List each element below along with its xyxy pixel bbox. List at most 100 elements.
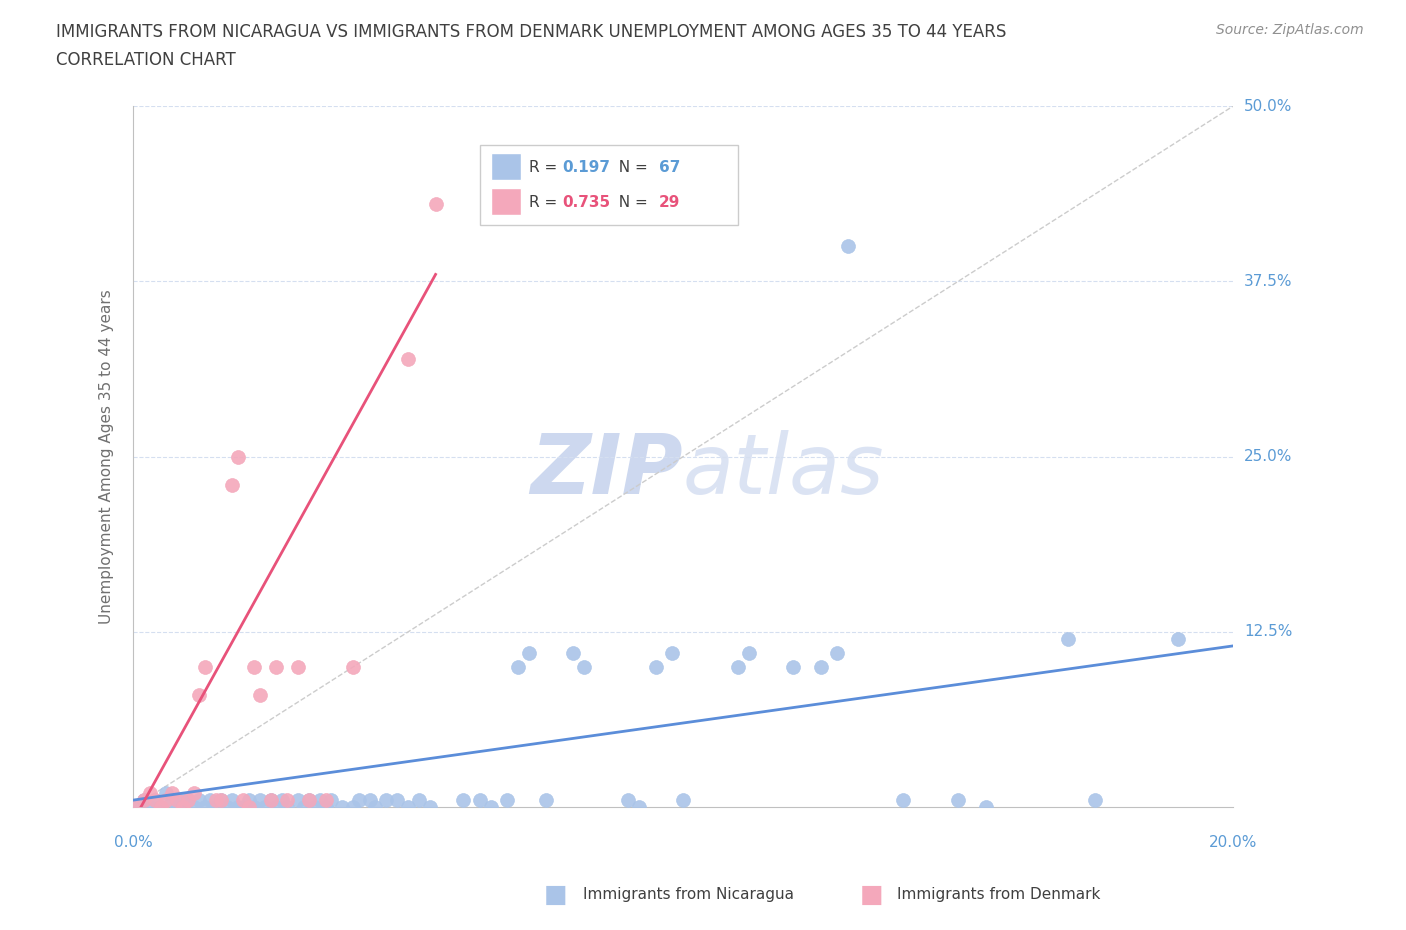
Point: [1084, 792, 1107, 807]
Point: [232, 800, 254, 815]
Text: Source: ZipAtlas.com: Source: ZipAtlas.com: [1216, 23, 1364, 37]
Point: [138, 786, 160, 801]
Point: [221, 792, 243, 807]
Point: [264, 800, 287, 815]
Text: IMMIGRANTS FROM NICARAGUA VS IMMIGRANTS FROM DENMARK UNEMPLOYMENT AMONG AGES 35 : IMMIGRANTS FROM NICARAGUA VS IMMIGRANTS …: [56, 23, 1007, 41]
Point: [644, 659, 666, 674]
Point: [188, 687, 211, 702]
Point: [385, 792, 408, 807]
Point: [562, 645, 585, 660]
Point: [628, 800, 651, 815]
Point: [122, 800, 145, 815]
Text: 50.0%: 50.0%: [1244, 99, 1292, 113]
Point: [238, 800, 260, 815]
Text: CORRELATION CHART: CORRELATION CHART: [56, 51, 236, 69]
Point: [974, 800, 997, 815]
Point: [132, 792, 155, 807]
Point: [160, 786, 183, 801]
Point: [825, 645, 848, 660]
Point: [408, 792, 430, 807]
Point: [396, 800, 419, 815]
Point: [468, 792, 491, 807]
Point: [946, 792, 969, 807]
Point: [276, 800, 298, 815]
Point: [342, 800, 364, 815]
Text: R =: R =: [529, 160, 562, 176]
Point: [249, 792, 271, 807]
Point: [738, 645, 761, 660]
Point: [194, 659, 217, 674]
Point: [451, 792, 474, 807]
Point: [359, 792, 381, 807]
Point: [155, 786, 177, 801]
FancyBboxPatch shape: [479, 145, 738, 225]
Point: [419, 800, 441, 815]
Point: [155, 792, 177, 807]
Point: [810, 659, 832, 674]
Point: [215, 800, 238, 815]
Point: [270, 792, 292, 807]
Point: [166, 800, 188, 815]
Y-axis label: Unemployment Among Ages 35 to 44 years: Unemployment Among Ages 35 to 44 years: [100, 289, 114, 624]
Point: [243, 800, 266, 815]
Point: [183, 800, 205, 815]
Text: 29: 29: [659, 194, 681, 210]
Point: [259, 792, 281, 807]
Point: [188, 792, 211, 807]
Point: [375, 792, 398, 807]
Point: [298, 792, 321, 807]
Point: [132, 792, 155, 807]
Point: [194, 800, 217, 815]
Point: [226, 800, 249, 815]
Point: [837, 239, 859, 254]
Point: [276, 792, 298, 807]
Point: [149, 800, 172, 815]
Point: [143, 792, 166, 807]
Point: [506, 659, 529, 674]
Point: [292, 800, 315, 815]
Point: [172, 800, 194, 815]
Text: 0.0%: 0.0%: [114, 835, 152, 850]
Point: [166, 792, 188, 807]
Text: 37.5%: 37.5%: [1244, 274, 1292, 289]
Point: [425, 197, 447, 212]
Point: [347, 792, 370, 807]
Text: R =: R =: [529, 194, 562, 210]
Point: [143, 792, 166, 807]
Point: [309, 792, 332, 807]
Point: [319, 792, 342, 807]
Text: 12.5%: 12.5%: [1244, 624, 1292, 640]
Point: [149, 800, 172, 815]
Text: 25.0%: 25.0%: [1244, 449, 1292, 464]
Point: [204, 800, 226, 815]
Point: [661, 645, 683, 660]
Point: [177, 792, 200, 807]
Text: atlas: atlas: [683, 431, 884, 512]
Point: [221, 477, 243, 492]
Point: [534, 792, 557, 807]
Text: ZIP: ZIP: [530, 431, 683, 512]
Point: [238, 792, 260, 807]
Point: [122, 800, 145, 815]
Point: [1167, 631, 1189, 646]
Point: [264, 659, 287, 674]
Point: [183, 786, 205, 801]
Text: 67: 67: [659, 160, 681, 176]
Point: [209, 792, 232, 807]
Point: [572, 659, 595, 674]
Point: [304, 800, 326, 815]
FancyBboxPatch shape: [491, 188, 522, 215]
Point: [782, 659, 804, 674]
Text: Immigrants from Nicaragua: Immigrants from Nicaragua: [583, 887, 794, 902]
Point: [364, 800, 387, 815]
FancyBboxPatch shape: [491, 153, 522, 179]
Text: 0.197: 0.197: [562, 160, 610, 176]
Point: [243, 659, 266, 674]
Point: [249, 687, 271, 702]
Point: [226, 449, 249, 464]
Point: [138, 800, 160, 815]
Point: [172, 792, 194, 807]
Point: [727, 659, 749, 674]
Point: [259, 792, 281, 807]
Text: N =: N =: [609, 160, 652, 176]
